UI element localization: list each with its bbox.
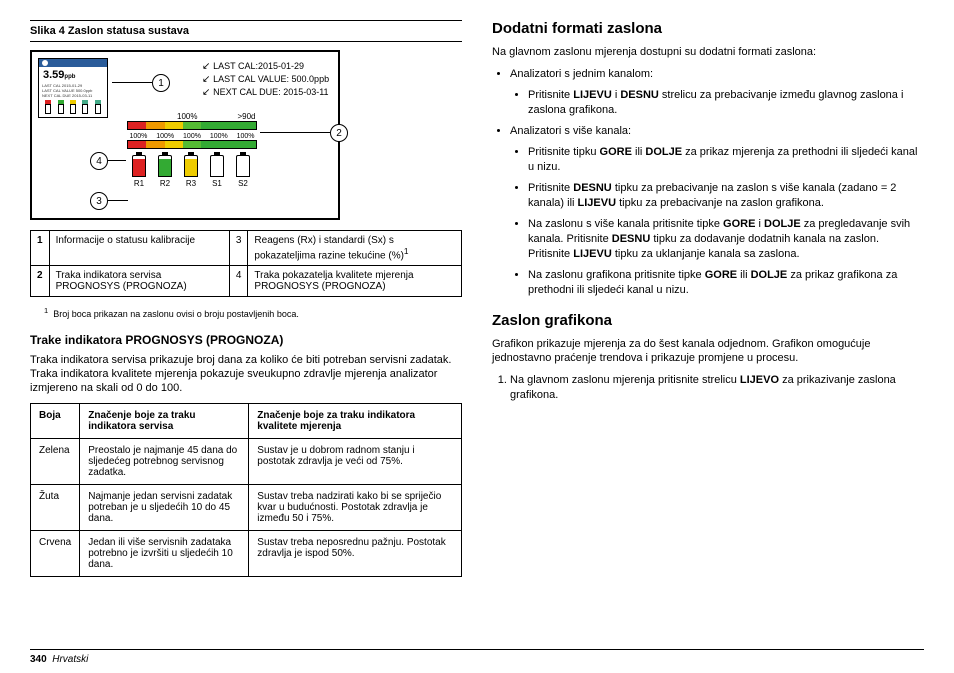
page-footer: 340 Hrvatski [30, 649, 924, 665]
cal-line: LAST CAL:2015-01-29 [202, 60, 329, 73]
list-item: Analizatori s više kanala: [510, 125, 631, 137]
list-item: Na zaslonu s više kanala pritisnite tipk… [528, 217, 924, 262]
body-text: Na glavnom zaslonu mjerenja dostupni su … [492, 45, 924, 59]
h2-formats: Dodatni formati zaslona [492, 20, 924, 37]
body-text: Grafikon prikazuje mjerenja za do šest k… [492, 337, 924, 365]
figure-title: Slika 4 Zaslon statusa sustava [30, 20, 462, 42]
list-item: Na zaslonu grafikona pritisnite tipke GO… [528, 268, 924, 298]
footnote: 1 Broj boca prikazan na zaslonu ovisi o … [30, 303, 462, 327]
ordered-list: Na glavnom zaslonu mjerenja pritisnite s… [492, 373, 924, 409]
bottle: R2 [155, 152, 175, 188]
pct: 100% [181, 133, 204, 140]
callout-3: 3 [90, 192, 108, 210]
cal-line: LAST CAL VALUE: 500.0ppb [202, 73, 329, 86]
color-table: BojaZnačenje boje za traku indikatora se… [30, 403, 462, 577]
pct-label: 100% [177, 112, 197, 121]
list-item: Pritisnite DESNU tipku za prebacivanje n… [528, 181, 924, 211]
system-status-diagram: 3.59ppb LAST CAL 2015-01-29LAST CAL VALU… [30, 50, 340, 220]
h2-graph: Zaslon grafikona [492, 312, 924, 329]
h3-prognosys: Trake indikatora PROGNOSYS (PROGNOZA) [30, 333, 462, 347]
bottle: S1 [207, 152, 227, 188]
list-item: Pritisnite tipku GORE ili DOLJE za prika… [528, 145, 924, 175]
pct: 100% [207, 133, 230, 140]
callout-4: 4 [90, 152, 108, 170]
cal-line: NEXT CAL DUE: 2015-03-11 [202, 86, 329, 99]
bottle: R3 [181, 152, 201, 188]
pct: 100% [234, 133, 257, 140]
list: Analizatori s jednim kanalom: Pritisnite… [492, 67, 924, 304]
quality-bar [127, 140, 257, 149]
reading-value: 3.59 [43, 69, 64, 81]
days-label: >90d [237, 112, 255, 121]
callout-1: 1 [152, 74, 170, 92]
service-bar [127, 121, 257, 130]
bottle: R1 [129, 152, 149, 188]
list-item: Na glavnom zaslonu mjerenja pritisnite s… [510, 373, 924, 403]
legend-table: 1Informacije o statusu kalibracije3Reage… [30, 230, 462, 297]
pct: 100% [154, 133, 177, 140]
bottles: R1R2R3S1S2 [129, 152, 327, 188]
cal-info: LAST CAL:2015-01-29 LAST CAL VALUE: 500.… [202, 60, 329, 99]
pct: 100% [127, 133, 150, 140]
bottle: S2 [233, 152, 253, 188]
device-screen: 3.59ppb LAST CAL 2015-01-29LAST CAL VALU… [38, 58, 108, 118]
list-item: Pritisnite LIJEVU i DESNU strelicu za pr… [528, 88, 924, 118]
callout-2: 2 [330, 124, 348, 142]
body-text: Traka indikatora servisa prikazuje broj … [30, 353, 462, 395]
reading-unit: ppb [64, 74, 75, 80]
list-item: Analizatori s jednim kanalom: [510, 68, 653, 80]
